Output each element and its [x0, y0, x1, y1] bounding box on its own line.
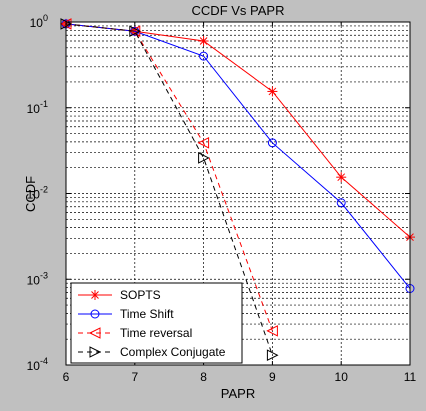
- chart-title: CCDF Vs PAPR: [192, 3, 285, 18]
- data-point: [197, 137, 210, 149]
- legend-item: SOPTS: [78, 288, 161, 302]
- data-point: [88, 327, 101, 339]
- data-point: [90, 309, 100, 319]
- data-point: [198, 36, 209, 47]
- legend-item: Time Shift: [78, 307, 174, 321]
- legend-label: SOPTS: [120, 288, 161, 302]
- y-tick-label: 10-3: [27, 270, 48, 287]
- legend-label: Time Shift: [120, 307, 174, 321]
- x-tick-label: 8: [200, 370, 207, 384]
- legend: SOPTS Time Shift Time reversal Complex Conj…: [70, 282, 243, 364]
- data-point: [89, 346, 102, 358]
- series-line: [65, 23, 273, 356]
- x-tick-label: 10: [335, 370, 349, 384]
- legend-label: Complex Conjugate: [120, 345, 226, 359]
- x-axis-label: PAPR: [221, 386, 255, 401]
- data-point: [336, 172, 347, 183]
- data-point: [266, 349, 279, 362]
- series-line: [65, 23, 273, 332]
- x-tick-label: 7: [131, 370, 138, 384]
- data-point: [129, 25, 141, 38]
- x-tick-label: 6: [63, 370, 70, 384]
- y-tick-label: 100: [30, 13, 48, 30]
- data-point: [199, 51, 209, 61]
- y-tick-label: 10-1: [27, 99, 48, 116]
- data-point: [267, 138, 277, 148]
- data-point: [198, 152, 210, 164]
- data-point: [267, 86, 278, 97]
- legend-item: Complex Conjugate: [78, 345, 226, 359]
- axis-ticks: 6 7 8 9 10 11 100 10-1 10-2 10-3 10-4: [27, 13, 417, 384]
- data-point: [336, 198, 346, 208]
- y-tick-label: 10-2: [27, 185, 48, 202]
- y-axis-label: CCDF: [23, 176, 38, 212]
- data-point: [266, 325, 278, 337]
- legend-label: Time reversal: [120, 326, 192, 340]
- legend-box: [70, 282, 243, 364]
- x-tick-label: 11: [404, 370, 417, 384]
- x-tick-label: 9: [269, 370, 276, 384]
- series-layer: [59, 18, 415, 362]
- data-point: [90, 290, 100, 300]
- legend-item: Time reversal: [78, 326, 192, 340]
- y-tick-label: 10-4: [27, 356, 48, 373]
